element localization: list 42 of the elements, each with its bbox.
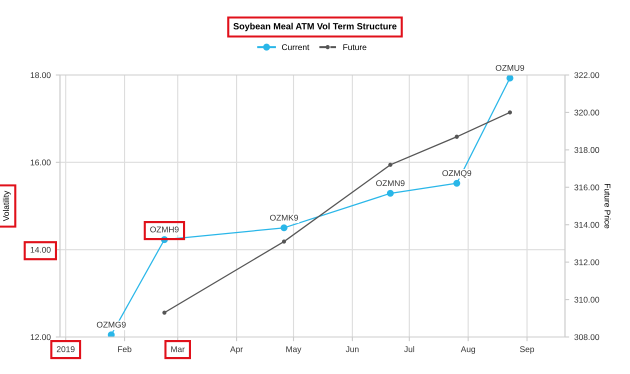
x-tick-label: Feb bbox=[118, 346, 132, 352]
x-tick-label: Aug bbox=[460, 346, 476, 354]
y-tick-label: 14.00 bbox=[30, 246, 51, 253]
y-tick-label: 16.00 bbox=[30, 160, 51, 166]
point bbox=[386, 190, 394, 197]
legend-label: Current bbox=[282, 44, 310, 50]
annotation: OZMU9 bbox=[496, 64, 524, 71]
y2-axis-title: Future Price bbox=[604, 184, 611, 228]
annotation: OZMG9 bbox=[96, 322, 126, 328]
y2-tick-label: 312.00 bbox=[574, 259, 600, 266]
point bbox=[508, 110, 512, 115]
y2-tick-label: 314.00 bbox=[574, 222, 600, 228]
point bbox=[454, 134, 459, 139]
y-axis-title: Volatility bbox=[2, 190, 11, 222]
x-tick-label: Jun bbox=[346, 346, 359, 352]
annotation: OZMK9 bbox=[270, 214, 298, 221]
point bbox=[282, 239, 286, 244]
y2-tick-label: 308.00 bbox=[574, 334, 600, 340]
annotation: OZMN9 bbox=[376, 180, 405, 186]
y2-tick-label: 310.00 bbox=[574, 296, 600, 303]
y2-tick-label: 316.00 bbox=[574, 184, 600, 190]
legend-label: Future bbox=[343, 44, 366, 50]
y2-tick-label: 322.00 bbox=[574, 72, 600, 78]
y2-tick-label: 320.00 bbox=[574, 110, 600, 116]
point bbox=[388, 162, 392, 167]
x-tick-label: 2019 bbox=[56, 346, 75, 352]
y-tick-label: 12.00 bbox=[30, 334, 51, 340]
x-tick-label: May bbox=[286, 346, 302, 354]
point bbox=[453, 180, 460, 187]
point bbox=[280, 224, 288, 232]
point bbox=[162, 310, 166, 315]
annotation: OZMQ9 bbox=[442, 170, 472, 178]
x-tick-label: Apr bbox=[230, 346, 243, 354]
annotation: OZMH9 bbox=[150, 226, 179, 232]
x-tick-label: Sep bbox=[520, 346, 534, 354]
x-tick-label: Jul bbox=[404, 346, 414, 352]
x-tick-label: Mar bbox=[171, 346, 185, 352]
y-tick-label: 18.00 bbox=[30, 72, 51, 78]
chart-title: Soybean Meal ATM Vol Term Structure bbox=[233, 22, 397, 32]
point bbox=[506, 75, 514, 82]
y2-tick-label: 318.00 bbox=[574, 147, 600, 153]
point bbox=[108, 331, 115, 337]
